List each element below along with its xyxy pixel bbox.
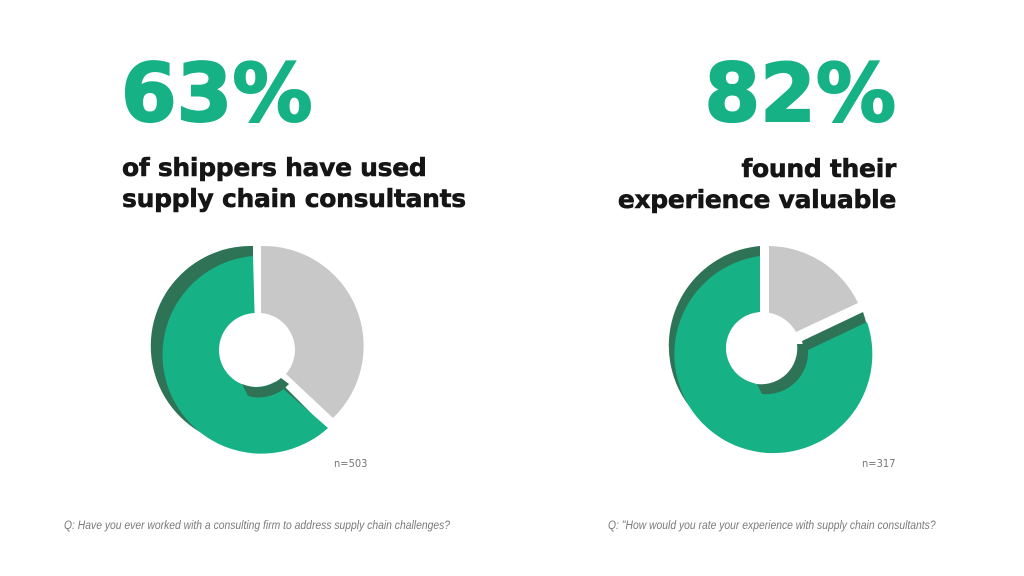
right-subtitle-line1: found their (741, 154, 896, 184)
right-gray-slice (769, 246, 858, 332)
left-question: Q: Have you ever worked with a consultin… (64, 520, 451, 532)
left-donut-hole (219, 313, 293, 387)
left-sample-size: n=503 (334, 457, 368, 470)
left-stat-subtitle: of shippers have used supply chain consu… (122, 152, 467, 214)
left-hole-shadow (242, 378, 289, 398)
right-stat-subtitle: found their experience valuable (617, 153, 897, 215)
left-subtitle-line2: supply chain consultants (122, 184, 467, 214)
left-stat-percent: 63% (120, 47, 313, 140)
right-donut-hole (726, 312, 798, 384)
left-gray-slice (261, 245, 364, 418)
right-green-slice (674, 256, 873, 454)
right-sample-size: n=317 (862, 457, 896, 470)
left-subtitle-line1: of shippers have used (122, 153, 427, 183)
right-hole-shadow (757, 344, 809, 395)
right-subtitle-line2: experience valuable (617, 185, 897, 215)
right-question: Q: "How would you rate your experience w… (608, 520, 936, 532)
right-stat-percent: 82% (704, 47, 897, 140)
